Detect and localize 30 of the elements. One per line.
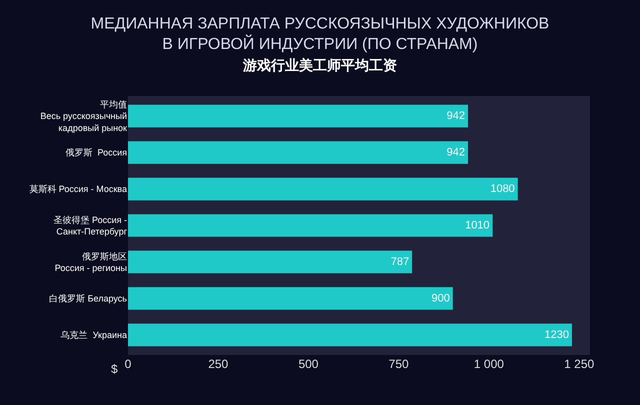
y-tick-label: 平均值 Весь русскоязычный кадровый рынок xyxy=(40,100,128,133)
x-tick-label: 0 xyxy=(124,357,132,371)
text: $ xyxy=(111,362,118,376)
chart-title: МЕДИАННАЯ ЗАРПЛАТА РУССКОЯЗЫЧНЫХ ХУДОЖНИКОВ В ИГРОВОЙ ИНДУСТРИИ (ПО СТРАНАМ) xyxy=(90,15,550,54)
x-tick-label: 1 250 xyxy=(564,357,595,371)
y-tick-label: 俄罗斯地区 Россия - регионы xyxy=(54,251,127,273)
data-label: 787 xyxy=(390,256,410,268)
x-tick-label: 1 000 xyxy=(474,357,504,371)
bar xyxy=(128,250,412,274)
bar xyxy=(128,324,572,346)
bar xyxy=(128,214,493,237)
bar xyxy=(128,287,453,310)
y-tick-label: 莫斯科 Россия - Москва xyxy=(29,184,127,194)
x-tick-label: 750 xyxy=(388,357,410,371)
chart-subtitle: 游戏行业美工师平均工资 xyxy=(242,56,397,73)
data-label: 942 xyxy=(446,146,465,159)
y-tick-label: 俄罗斯 Россия xyxy=(65,148,128,158)
data-label: 942 xyxy=(446,110,465,122)
data-label: 1010 xyxy=(465,220,490,232)
y-tick-label: 白俄罗斯 Беларусь xyxy=(49,294,128,304)
x-tick-label: 250 xyxy=(208,357,229,371)
data-label: 900 xyxy=(431,292,450,304)
bar xyxy=(128,141,468,164)
data-label: 1230 xyxy=(544,328,569,341)
y-tick-label: 圣彼得堡 Россия - Санкт-Петербург xyxy=(53,214,128,236)
y-tick-label: 乌克兰 Украина xyxy=(60,330,127,340)
data-label: 1080 xyxy=(490,183,515,196)
bar xyxy=(128,178,518,200)
x-tick-label: 500 xyxy=(298,357,319,371)
bar xyxy=(128,104,468,128)
